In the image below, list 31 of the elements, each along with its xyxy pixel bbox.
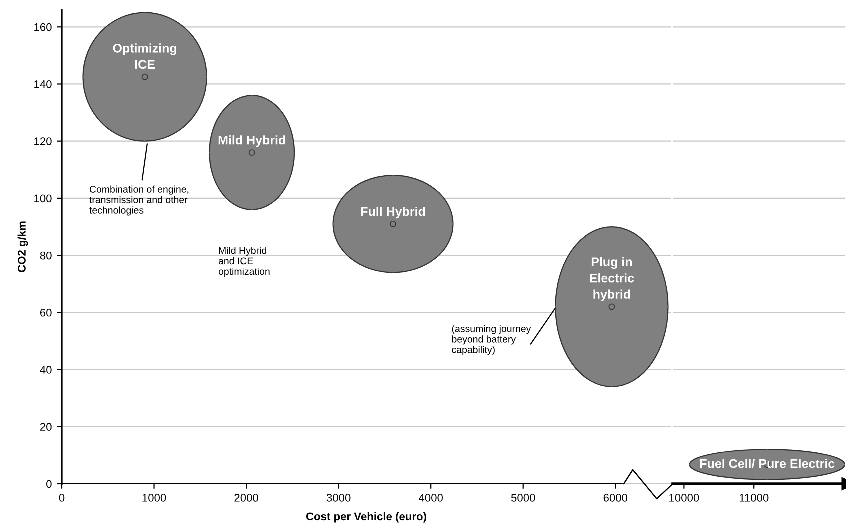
x-tick-label: 6000 (604, 494, 628, 502)
y-tick-label: 100 (34, 194, 52, 203)
y-axis-title: CO2 g/km (18, 222, 28, 272)
series-label: Full Hybrid (361, 206, 426, 219)
y-tick-label: 20 (40, 423, 52, 432)
annotation: (assuming journey beyond battery capability) (452, 325, 532, 356)
x-tick-label: 2000 (234, 494, 258, 502)
x-tick-label: 3000 (326, 494, 351, 502)
point (608, 304, 616, 310)
series-label: Plug in Electric hybrid (590, 257, 634, 302)
x-tick-label: 1000 (142, 494, 166, 502)
x-tick-label: 4000 (418, 494, 444, 502)
x-tick-label: 0 (59, 494, 65, 502)
x-tick-label: 5000 (511, 494, 536, 502)
point (82, 12, 208, 142)
series-label: Optimizing ICE (113, 44, 176, 70)
y-tick-label: 0 (46, 480, 52, 488)
point (248, 150, 256, 156)
x-axis-title: Cost per Vehicle (euro) (306, 512, 426, 523)
y-tick-label: 160 (34, 23, 52, 32)
y-tick-label: 40 (40, 366, 52, 374)
y-tick-label: 80 (40, 252, 52, 260)
annotation: Mild Hybrid and ICE optimization (218, 247, 270, 278)
y-tick-label: 120 (34, 138, 52, 146)
y-tick-label: 140 (34, 80, 52, 88)
x-tick-label: 11000 (740, 494, 769, 502)
annotation: Combination of engine, transmission and other technologies (90, 186, 189, 216)
point (390, 220, 396, 228)
series-label: Mild Hybrid (218, 136, 286, 148)
y-tick-label: 60 (40, 308, 52, 317)
x-tick-label: 10000 (670, 494, 700, 502)
